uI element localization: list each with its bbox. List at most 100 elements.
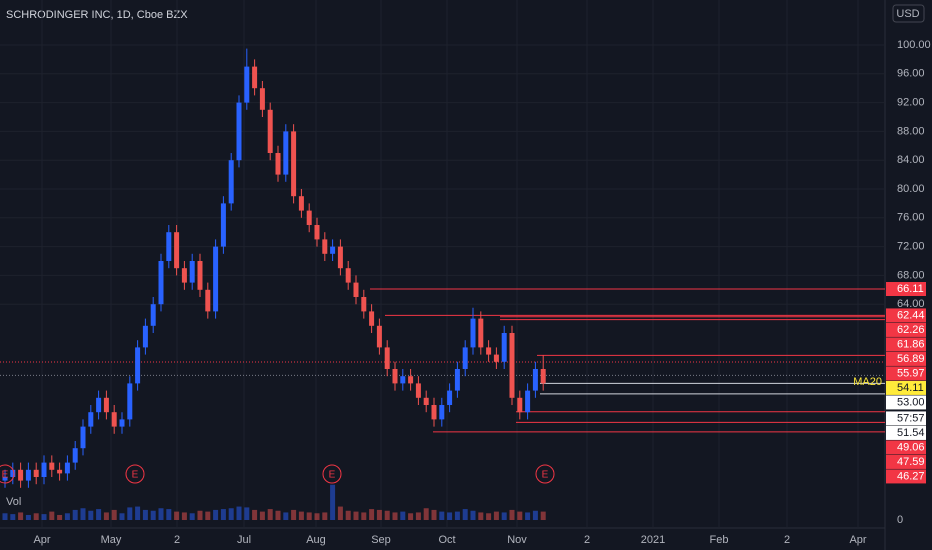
earnings-marker: [0, 464, 15, 484]
volume-bar: [88, 510, 94, 520]
volume-bar: [322, 512, 328, 520]
candle-body: [478, 318, 484, 348]
candle-body: [174, 232, 180, 269]
price-badge: [886, 322, 926, 337]
price-badge-label: 56.89: [897, 353, 925, 365]
volume-tick-label: 0: [897, 514, 903, 526]
price-badge: [886, 425, 926, 440]
y-tick-label: 76.00: [897, 212, 925, 224]
candle-body: [345, 268, 351, 283]
y-tick-label: 80.00: [897, 183, 925, 195]
candle-body: [525, 390, 531, 413]
volume-bar: [80, 508, 86, 520]
candle-body: [166, 232, 172, 261]
candle-body: [431, 405, 437, 420]
candle-body: [49, 462, 55, 470]
candle-body: [150, 304, 156, 326]
x-tick-label: Nov: [507, 534, 527, 546]
x-tick-label: 2021: [641, 534, 665, 546]
candle-body: [10, 469, 16, 477]
volume-bar: [470, 510, 476, 520]
volume-bar: [361, 512, 367, 520]
candle-body: [486, 347, 492, 355]
volume-bar: [103, 512, 109, 520]
price-badge: [886, 351, 926, 366]
currency[interactable]: USD: [896, 8, 919, 20]
price-badge: [886, 440, 926, 455]
price-badge-label: 47.59: [897, 456, 925, 468]
candle-body: [306, 210, 312, 225]
y-tick-label: 96.00: [897, 68, 925, 80]
volume-bar: [49, 511, 55, 520]
currency-box[interactable]: [892, 4, 925, 23]
price-badge: [886, 454, 926, 469]
y-tick-label: 72.00: [897, 241, 925, 253]
y-tick-label: 100.00: [897, 39, 931, 51]
earnings-label: E: [2, 470, 9, 481]
earnings-marker: [535, 464, 555, 484]
volume-bar: [314, 513, 320, 520]
x-tick-label: May: [101, 534, 122, 546]
chart-title: SCHRODINGER INC, 1D, Cboe BZX: [6, 9, 188, 21]
volume-bar: [127, 507, 133, 520]
candle-body: [33, 469, 39, 477]
x-tick-label: 2: [584, 534, 590, 546]
candle-body: [72, 448, 78, 463]
price-badge-label: 61.86: [897, 338, 925, 350]
volume-bar: [291, 509, 297, 520]
volume-bar: [213, 509, 219, 520]
volume-bar: [205, 511, 211, 520]
volume-bar: [96, 509, 102, 520]
volume-bar: [462, 509, 468, 520]
y-tick-label: 84.00: [897, 154, 925, 166]
volume-bar: [423, 508, 429, 520]
volume-bar: [345, 510, 351, 520]
candle-body: [275, 153, 281, 175]
candle-body: [400, 376, 406, 384]
volume-bar: [376, 509, 382, 520]
volume-bar: [2, 513, 8, 520]
x-tick-label: Feb: [710, 534, 729, 546]
volume-bar: [41, 514, 47, 520]
x-tick-label: Oct: [438, 534, 455, 546]
y-tick-label: 92.00: [897, 97, 925, 109]
volume-bar: [135, 506, 141, 520]
volume-bar: [236, 506, 242, 520]
price-badge: [886, 395, 926, 410]
volume-bar: [337, 506, 343, 520]
candle-body: [517, 397, 523, 413]
candle-body: [291, 131, 297, 197]
candle-body: [181, 268, 187, 283]
candle-body: [236, 102, 242, 161]
volume-bar: [525, 512, 531, 520]
candle-body: [361, 297, 367, 312]
candle-body: [18, 469, 24, 481]
candle-body: [314, 225, 320, 240]
candle-body: [330, 246, 336, 254]
earnings-label: E: [329, 470, 336, 481]
volume-bar: [244, 507, 250, 520]
volume-bar: [33, 513, 39, 520]
volume-bar: [486, 513, 492, 520]
x-tick-label: 2: [174, 534, 180, 546]
volume-bar: [275, 510, 281, 520]
volume-bar: [181, 512, 187, 520]
candle-body: [509, 333, 515, 398]
volume-bar: [532, 510, 538, 520]
candle-body: [501, 333, 507, 362]
candle-body: [283, 131, 289, 175]
candle-body: [64, 462, 70, 474]
candle-body: [189, 261, 195, 283]
volume-bar: [166, 509, 172, 520]
price-badge-label: 54.11: [897, 382, 924, 394]
volume-bar: [415, 512, 421, 520]
price-badge: [886, 337, 926, 352]
volume-label: Vol: [6, 496, 21, 508]
x-tick-label: Aug: [306, 534, 326, 546]
volume-bar: [330, 484, 336, 520]
volume-bar: [283, 512, 289, 520]
candle-body: [267, 109, 273, 153]
y-tick-label: 88.00: [897, 125, 925, 137]
volume-bar: [369, 509, 375, 520]
